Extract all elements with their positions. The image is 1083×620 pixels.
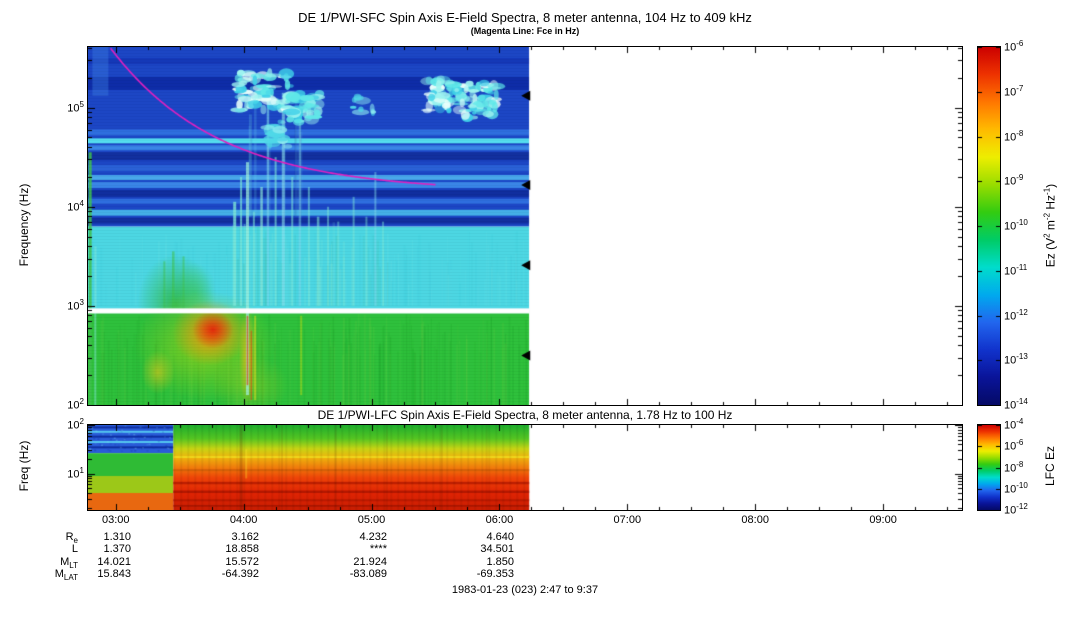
sfc-y-tick-label: 105 [67,99,84,115]
ephemeris-row-label: Re [28,531,78,545]
ephemeris-value: 1.850 [486,556,514,568]
figure-title: DE 1/PWI-SFC Spin Axis E-Field Spectra, … [298,10,752,25]
ephemeris-row-label-sub: e [73,536,78,546]
ephemeris-value: 3.162 [231,531,259,543]
sfc-colorbar-tick-label: 10-13 [1004,352,1028,367]
sfc-colorbar-tick-label: 10-12 [1004,307,1028,323]
lfc-spectrogram-canvas [88,425,962,510]
lfc-colorbar [977,424,1001,511]
ephemeris-value: 1.370 [103,543,131,555]
ephemeris-value: 34.501 [480,543,514,555]
ephemeris-value: 18.858 [225,543,259,555]
ephemeris-row-label: L [28,543,78,557]
ephemeris-row-label-text: M [54,568,64,580]
x-tick-label: 09:00 [869,514,897,526]
sfc-colorbar-canvas [978,47,1000,405]
ephemeris-value: 14.021 [97,556,131,568]
ephemeris-value: 21.924 [353,556,387,568]
sfc-spectrogram-canvas [88,47,962,405]
ephemeris-value: 15.572 [225,556,259,568]
lfc-spectrogram-panel [87,424,963,511]
lfc-colorbar-canvas [978,425,1000,510]
lfc-y-tick-label: 101 [67,465,84,481]
lfc-colorbar-label: LFC Ez [1043,446,1057,487]
ephemeris-value: -64.392 [221,568,259,580]
sfc-y-tick-label: 102 [67,397,84,412]
sfc-colorbar-tick-label: 10-8 [1004,128,1024,144]
lfc-y-tick-label: 102 [67,417,84,432]
lfc-colorbar-tick-label: 10-6 [1004,438,1024,453]
ephemeris-value: -83.089 [349,568,387,580]
figure-subtitle: (Magenta Line: Fce in Hz) [470,26,580,36]
x-tick-label: 05:00 [357,514,386,526]
sfc-colorbar-tick-label: 10-9 [1004,173,1024,188]
x-tick-label: 06:00 [485,514,514,526]
ephemeris-value: 4.232 [359,531,387,543]
lfc-colorbar-tick-label: 10-8 [1004,459,1024,475]
lfc-colorbar-tick-label: 10-12 [1004,502,1028,517]
x-tick-label: 03:00 [101,514,130,526]
lfc-colorbar-tick-label: 10-10 [1004,480,1028,496]
sfc-y-axis-label: Frequency (Hz) [17,183,31,267]
ephemeris-row-label-sub: LAT [63,573,78,583]
ephemeris-row-label: MLAT [28,568,78,582]
sfc-colorbar-tick-label: 10-14 [1004,397,1028,412]
ephemeris-row-label-text: L [71,543,78,555]
ephemeris-value: 4.640 [486,531,514,543]
sfc-y-tick-label: 104 [67,198,84,214]
lfc-panel-title: DE 1/PWI-LFC Spin Axis E-Field Spectra, … [317,408,733,422]
ephemeris-row-label-text: R [65,531,74,543]
sfc-y-tick-label: 103 [67,297,84,313]
figure-footer: 1983-01-23 (023) 2:47 to 9:37 [451,584,599,596]
ephemeris-row-label-text: M [60,556,70,568]
sfc-colorbar [977,46,1001,406]
sfc-spectrogram-panel [87,46,963,406]
x-tick-label: 04:00 [229,514,258,526]
ephemeris-row-label-sub: LT [69,561,78,571]
ephemeris-value: 1.310 [103,531,131,543]
sfc-colorbar-label: Ez (V2 m-2 Hz-1) [1042,183,1058,268]
x-tick-label: 07:00 [613,514,642,526]
ephemeris-value: **** [369,543,387,555]
lfc-colorbar-tick-label: 10-4 [1004,417,1024,432]
ephemeris-value: -69.353 [476,568,514,580]
ephemeris-row-label: MLT [28,556,78,570]
sfc-colorbar-tick-label: 10-10 [1004,218,1028,233]
x-tick-label: 08:00 [741,514,769,526]
ephemeris-value: 15.843 [97,568,131,580]
sfc-colorbar-tick-label: 10-6 [1004,39,1024,54]
sfc-colorbar-tick-label: 10-11 [1004,262,1028,278]
sfc-colorbar-tick-label: 10-7 [1004,83,1024,99]
